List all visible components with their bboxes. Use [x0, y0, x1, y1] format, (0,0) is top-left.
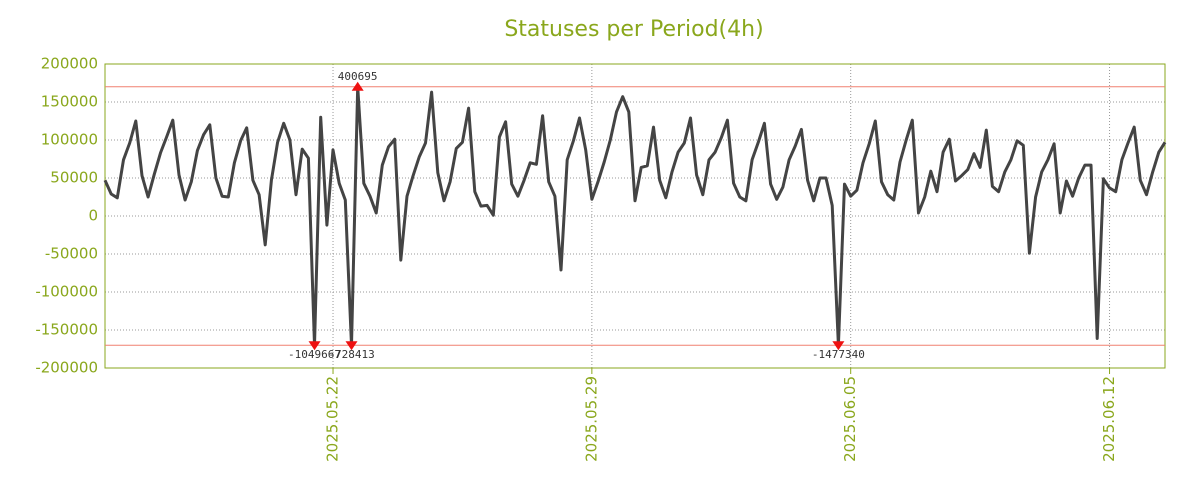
plot-frame [104, 63, 1166, 369]
y-tick-label: -100000 [35, 283, 98, 301]
y-tick-label: 50000 [50, 169, 98, 187]
x-tick-label: 2025.05.29 [582, 376, 600, 462]
series-line [103, 85, 1167, 347]
x-tick-label: 2025.05.22 [324, 376, 342, 462]
outlier-marker [345, 341, 358, 351]
x-tick-label: 2025.06.12 [1100, 376, 1118, 462]
y-tick-label: 100000 [41, 131, 98, 149]
outlier-marker [832, 341, 845, 351]
y-tick-label: -150000 [35, 321, 98, 339]
outlier-label: -1049667 [288, 348, 341, 361]
outlier-label: -1477340 [812, 348, 865, 361]
chart-title: Statuses per Period(4h) [504, 17, 763, 42]
y-tick-label: 150000 [41, 93, 98, 111]
y-tick-label: 0 [88, 207, 98, 225]
y-tick-label: -50000 [45, 245, 98, 263]
y-tick-label: 200000 [41, 55, 98, 73]
outlier-marker [351, 81, 364, 91]
outlier-marker [308, 341, 321, 351]
y-tick-label: -200000 [35, 359, 98, 377]
outlier-label: 400695 [338, 70, 378, 83]
outlier-label: -728413 [328, 348, 374, 361]
x-tick-label: 2025.06.05 [841, 376, 859, 462]
